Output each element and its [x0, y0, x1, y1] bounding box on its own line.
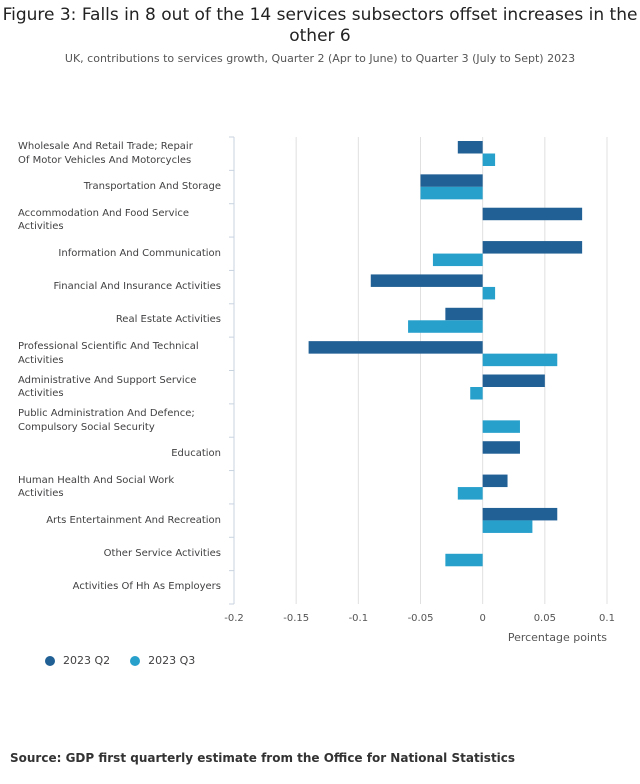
legend-swatch-q3 — [130, 655, 141, 666]
x-tick-label-0: -0.2 — [224, 613, 244, 624]
chart-title: Figure 3: Falls in 8 out of the 14 servi… — [2, 5, 638, 46]
bar-q3-7 — [470, 387, 483, 400]
category-label-0: Wholesale And Retail Trade; Repair Of Mo… — [18, 141, 193, 166]
bar-q2-0 — [457, 141, 483, 154]
category-label-13: Activities Of Hh As Employers — [72, 581, 221, 593]
x-tick-label-4: 0 — [479, 613, 485, 624]
bar-q3-8 — [482, 420, 520, 433]
category-label-5: Real Estate Activities — [115, 314, 221, 326]
legend-swatch-q2 — [45, 655, 55, 666]
x-tick-label-5: 0.05 — [534, 613, 556, 624]
bar-q3-1 — [420, 186, 483, 200]
bar-q3-12 — [445, 553, 483, 567]
bar-q2-3 — [482, 241, 583, 254]
bar-q2-6 — [308, 341, 483, 354]
category-label-4: Financial And Insurance Activities — [53, 281, 221, 293]
x-tick-label-1: -0.15 — [283, 613, 309, 624]
bar-q2-9 — [482, 441, 520, 454]
legend: 2023 Q2 2023 Q3 — [45, 654, 215, 667]
bar-q2-4 — [370, 274, 483, 287]
bar-q3-0 — [482, 153, 496, 166]
category-label-3: Information And Communication — [58, 247, 221, 259]
category-label-2: Accommodation And Food Service Activitie… — [18, 207, 190, 233]
category-label-6: Professional Scientific And Technical Ac… — [18, 341, 199, 366]
x-tick-label-6: 0.1 — [599, 613, 615, 624]
category-label-7: Administrative And Support Service Activ… — [18, 374, 197, 400]
category-label-12: Other Service Activities — [103, 547, 221, 559]
legend-label-q3: 2023 Q3 — [148, 654, 196, 667]
bar-q2-1 — [420, 174, 483, 187]
bar-q3-11 — [482, 520, 533, 533]
bar-q2-10 — [482, 474, 508, 488]
bar-q3-4 — [482, 286, 496, 300]
bar-q2-11 — [482, 507, 558, 521]
bar-q3-6 — [482, 353, 558, 367]
category-label-1: Transportation And Storage — [83, 181, 221, 193]
bar-q2-7 — [482, 374, 545, 387]
category-label-9: Education — [171, 447, 221, 459]
bar-q3-3 — [432, 253, 483, 267]
legend-item-q3[interactable]: 2023 Q3 — [130, 654, 195, 667]
x-tick-label-3: -0.05 — [408, 613, 434, 624]
bar-q2-2 — [482, 207, 583, 221]
bar-q3-5 — [408, 320, 483, 333]
category-label-10: Human Health And Social Work Activities — [18, 474, 175, 500]
legend-label-q2: 2023 Q2 — [63, 654, 111, 667]
legend-item-q2[interactable]: 2023 Q2 — [45, 654, 110, 667]
bar-q3-10 — [457, 487, 483, 500]
x-tick-label-2: -0.1 — [349, 613, 369, 624]
bar-q2-5 — [445, 307, 483, 321]
category-label-11: Arts Entertainment And Recreation — [46, 514, 221, 526]
x-axis-title: Percentage points — [508, 631, 607, 644]
category-label-8: Public Administration And Defence; Compu… — [18, 408, 195, 433]
source-note: Source: GDP first quarterly estimate fro… — [10, 751, 516, 765]
chart-subtitle: UK, contributions to services growth, Qu… — [64, 52, 576, 65]
